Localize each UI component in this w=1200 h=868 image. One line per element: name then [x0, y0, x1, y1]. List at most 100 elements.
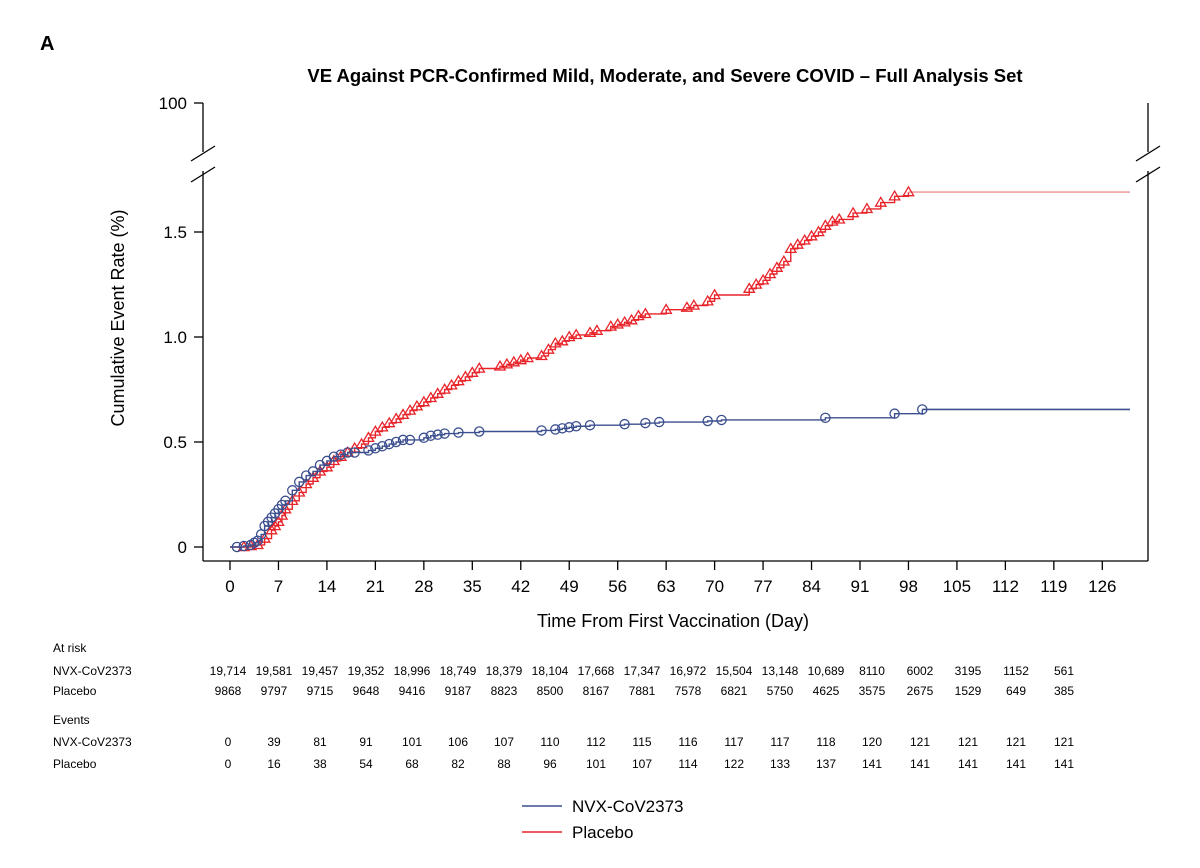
placebo-point [272, 515, 285, 527]
at-risk-heading: At risk [53, 641, 87, 655]
placebo-point [569, 328, 583, 340]
at-risk-nvx-value: 18,749 [440, 664, 477, 678]
placebo-point [770, 261, 784, 272]
events-nvx-value: 121 [958, 735, 978, 749]
events-placebo-value: 88 [497, 757, 511, 771]
at-risk-nvx-value: 8110 [859, 664, 885, 678]
axis-break-mark [190, 166, 216, 183]
nvx-point [917, 404, 928, 415]
x-tick-label: 14 [317, 577, 336, 596]
at-risk-placebo-value: 9797 [261, 684, 288, 698]
nvx-point [439, 428, 450, 439]
legend-label: NVX-CoV2373 [572, 797, 684, 816]
placebo-point [542, 343, 555, 354]
nvx-point [307, 466, 319, 477]
at-risk-placebo-value: 7881 [629, 684, 656, 698]
nvx-point [619, 418, 630, 430]
placebo-point [701, 294, 715, 306]
axes: 100 0 0.5 1.0 1.5 0 7 14 21 28 35 42 49 56 63 70 77 84 91 9… [159, 94, 1161, 596]
series-layer [230, 185, 1130, 553]
at-risk-placebo-value: 9416 [399, 684, 426, 698]
events-nvx-value: 117 [770, 735, 789, 749]
placebo-point [708, 288, 721, 300]
nvx-point [287, 485, 298, 496]
y-tick-label: 0 [178, 538, 187, 557]
x-tick-label: 42 [511, 577, 530, 596]
placebo-point [521, 351, 535, 363]
at-risk-nvx-value: 19,581 [256, 664, 293, 678]
events-nvx-value: 107 [494, 735, 514, 749]
events-placebo-value: 68 [405, 757, 419, 771]
nvx-point [404, 434, 416, 446]
events-nvx-value: 118 [816, 735, 835, 749]
chart-title: VE Against PCR-Confirmed Mild, Moderate,… [307, 65, 1022, 86]
at-risk-placebo-value: 9868 [215, 684, 242, 698]
events-nvx-value: 0 [225, 735, 232, 749]
at-risk-placebo-value: 9715 [307, 684, 334, 698]
placebo-point [763, 267, 777, 279]
at-risk-nvx-value: 3195 [955, 664, 982, 678]
placebo-point [362, 431, 375, 443]
events-nvx-value: 39 [267, 735, 281, 749]
y-axis-title: Cumulative Event Rate (%) [108, 209, 128, 426]
placebo-point [874, 196, 888, 207]
at-risk-nvx-value: 18,996 [394, 664, 431, 678]
placebo-point [860, 202, 874, 214]
at-risk-nvx-value: 19,352 [348, 664, 385, 678]
at-risk-placebo-value: 4625 [813, 684, 840, 698]
events-placebo-value: 54 [359, 757, 373, 771]
placebo-point [812, 225, 825, 237]
nvx-point [453, 427, 464, 438]
events-placebo-value: 137 [816, 757, 836, 771]
placebo-point [472, 362, 486, 373]
events-placebo-value: 114 [678, 757, 697, 771]
at-risk-nvx-value: 19,457 [302, 664, 339, 678]
x-tick-label: 35 [463, 577, 482, 596]
events-nvx-value: 106 [448, 735, 468, 749]
at-risk-placebo-value: 649 [1006, 684, 1026, 698]
panel-label: A [40, 33, 54, 55]
at-risk-nvx-value: 561 [1054, 664, 1074, 678]
axis-break-mark [1135, 145, 1161, 162]
nvx-point [349, 447, 360, 458]
nvx-point [293, 476, 305, 488]
y-tick-label: 0.5 [163, 433, 187, 452]
y-tick-label: 1.0 [163, 328, 187, 347]
at-risk-nvx-value: 18,379 [486, 664, 523, 678]
events-placebo-value: 141 [1006, 757, 1026, 771]
events-nvx-value: 81 [313, 735, 327, 749]
events-placebo-value: 122 [724, 757, 744, 771]
nvx-point [425, 430, 437, 441]
nvx-point [390, 436, 402, 448]
at-risk-placebo-value: 6821 [721, 684, 748, 698]
events-nvx-value: 101 [402, 735, 422, 749]
nvx-point [363, 445, 374, 456]
placebo-point [687, 299, 701, 310]
events-nvx-value: 91 [359, 735, 373, 749]
events-nvx-value: 112 [586, 735, 605, 749]
nvx-series [230, 404, 1130, 553]
placebo-point [846, 206, 860, 218]
events-placebo-label: Placebo [53, 757, 97, 771]
events-placebo-value: 107 [632, 757, 652, 771]
nvx-point [342, 447, 353, 458]
y-tick-label: 100 [159, 94, 187, 113]
nvx-point [550, 424, 561, 435]
x-tick-label: 49 [560, 577, 579, 596]
nvx-point [640, 417, 651, 429]
nvx-point [584, 419, 596, 431]
nvx-point [370, 443, 381, 454]
x-tick-label: 126 [1088, 577, 1116, 596]
x-tick-label: 63 [657, 577, 676, 596]
events-nvx-label: NVX-CoV2373 [53, 735, 132, 749]
events-nvx-value: 120 [862, 735, 882, 749]
at-risk-nvx-value: 18,104 [532, 664, 569, 678]
nvx-point [820, 412, 831, 424]
placebo-point [355, 437, 368, 449]
events-placebo-value: 141 [862, 757, 882, 771]
nvx-point [397, 434, 409, 446]
at-risk-placebo-value: 3575 [859, 684, 886, 698]
at-risk-placebo-value: 9187 [445, 684, 472, 698]
nvx-point [702, 415, 713, 427]
